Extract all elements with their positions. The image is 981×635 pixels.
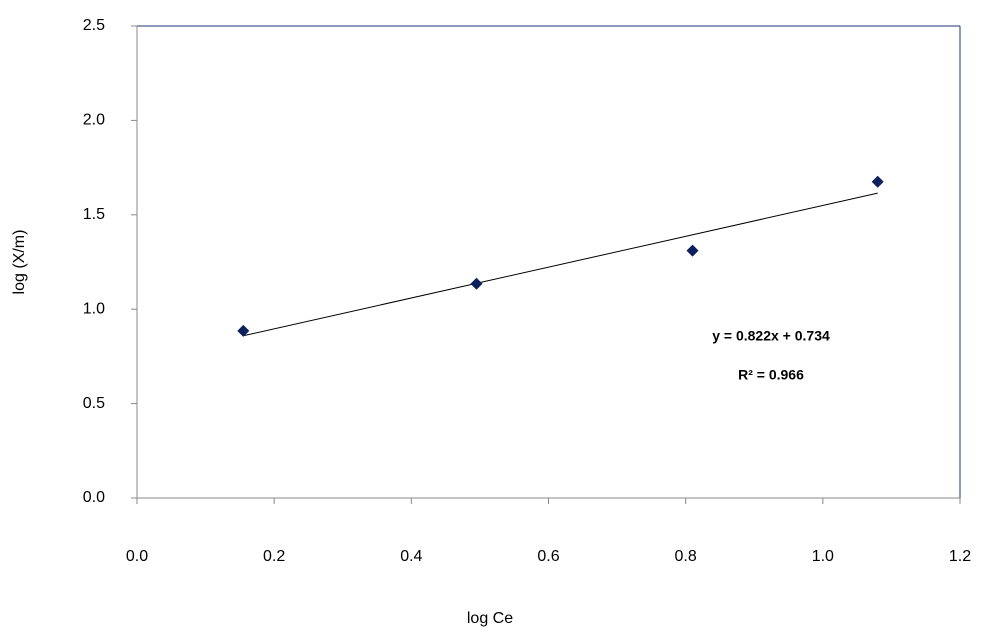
point bbox=[470, 278, 482, 290]
x-tick-label: 0.6 bbox=[537, 548, 559, 565]
point bbox=[687, 245, 699, 257]
y-tick-label: 0.0 bbox=[83, 489, 105, 506]
y-axis-title: log (X/m) bbox=[11, 230, 28, 295]
trendline bbox=[243, 193, 877, 336]
r-squared: R² = 0.966 bbox=[738, 367, 804, 383]
x-axis-title: log Ce bbox=[467, 610, 513, 627]
chart: log Ce log (X/m) y = 0.822x + 0.734 R² =… bbox=[0, 0, 981, 635]
x-tick-label: 0.0 bbox=[126, 548, 148, 565]
x-tick-label: 1.2 bbox=[949, 548, 971, 565]
x-tick-label: 1.0 bbox=[812, 548, 834, 565]
equation: y = 0.822x + 0.734 bbox=[712, 328, 830, 344]
y-tick-label: 1.5 bbox=[83, 206, 105, 223]
point bbox=[872, 176, 884, 188]
x-tick-label: 0.4 bbox=[400, 548, 422, 565]
y-tick-label: 2.5 bbox=[83, 17, 105, 34]
x-tick-label: 0.8 bbox=[675, 548, 697, 565]
page: log Ce log (X/m) y = 0.822x + 0.734 R² =… bbox=[0, 0, 981, 635]
y-tick-label: 1.0 bbox=[83, 300, 105, 317]
x-tick-label: 0.2 bbox=[263, 548, 285, 565]
y-tick-label: 2.0 bbox=[83, 112, 105, 129]
y-tick-label: 0.5 bbox=[83, 395, 105, 412]
